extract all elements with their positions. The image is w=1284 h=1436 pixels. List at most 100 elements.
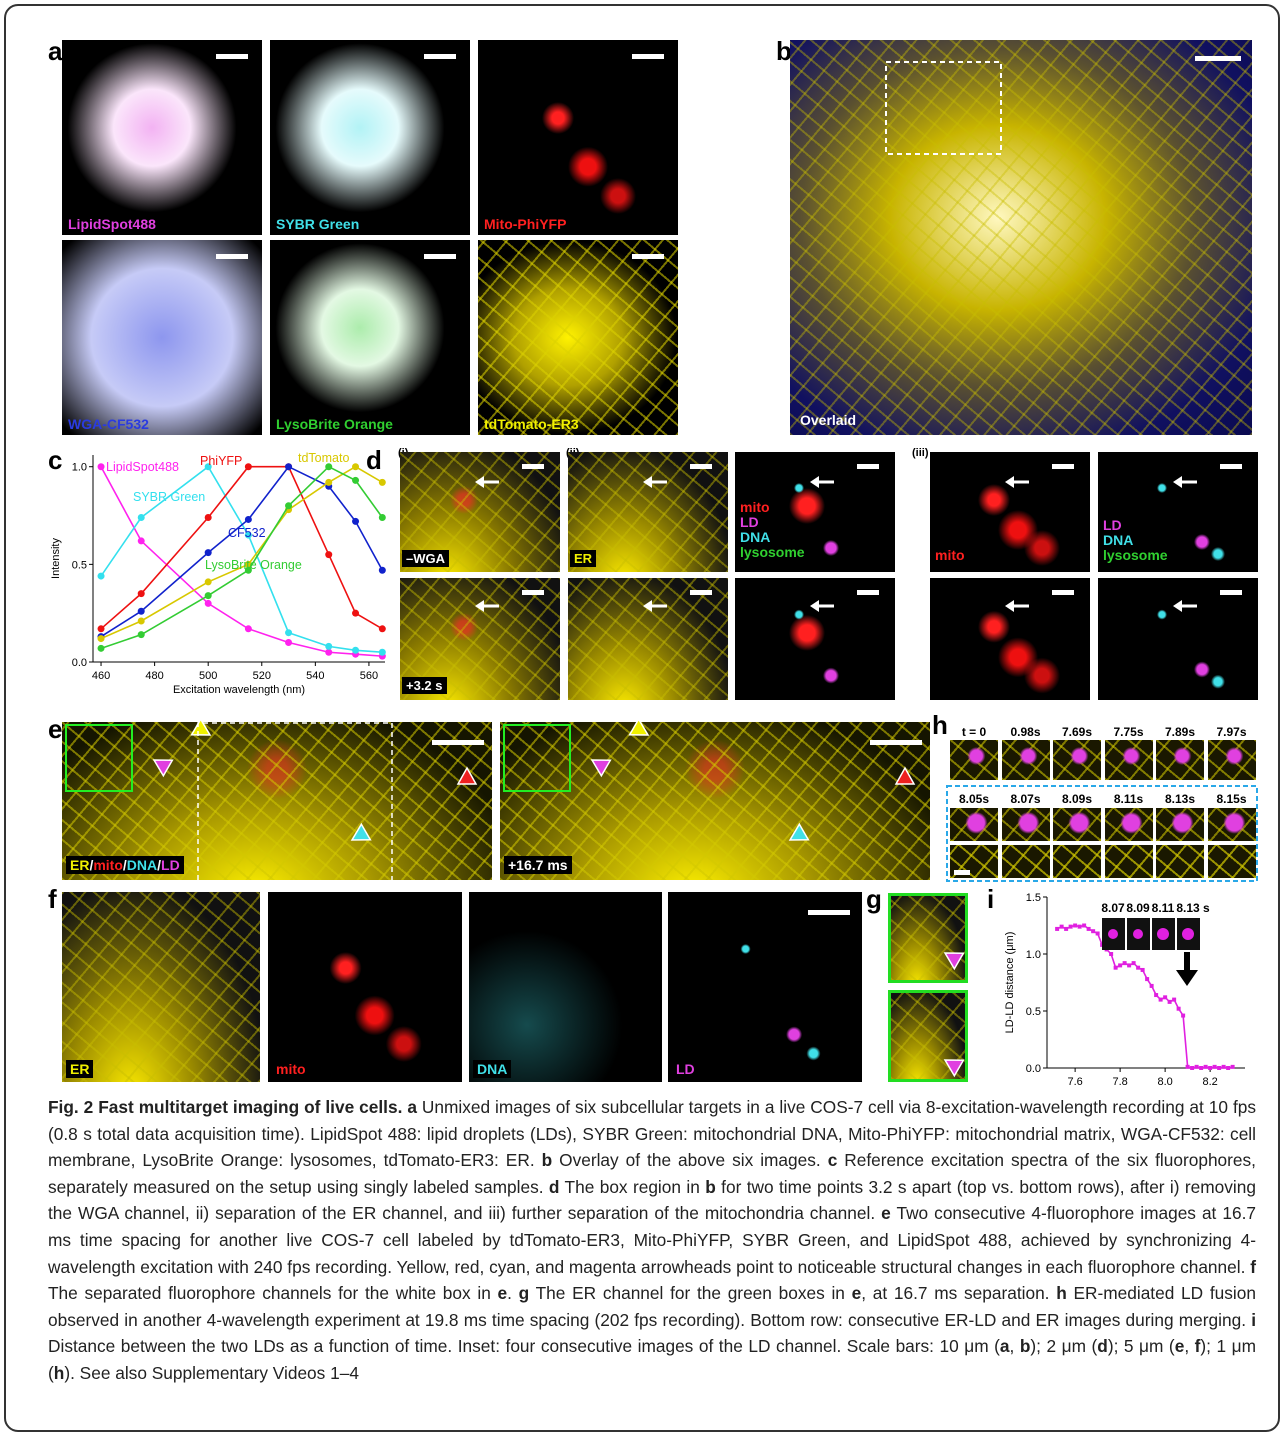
y-tick-label: 1.5 [1026,892,1041,904]
data-point [97,635,105,643]
image-label: Overlaid [800,412,857,428]
image-label: tdTomato-ER3 [484,416,579,432]
image-label: LD [1103,517,1122,533]
y-tick-label: 0.0 [1026,1063,1041,1075]
image-panel [1098,578,1258,700]
time-label: 8.05s [958,792,990,806]
scale-bar [424,54,456,59]
inset-image [1133,929,1143,939]
scale-bar [808,910,850,915]
caption-text: for two time points 3.2 s apart (top vs.… [48,1176,1256,1224]
caption-bold: b [705,1176,716,1197]
data-point [244,531,252,539]
panel-letter: g [866,884,882,914]
data-point [137,631,145,639]
caption-bold: d [1097,1336,1108,1357]
data-point [325,478,333,486]
data-point [1230,1064,1235,1069]
data-point [1221,1064,1226,1069]
arrowhead [894,766,916,785]
data-point [1212,1064,1217,1069]
data-point [204,513,212,521]
caption-text: , [1009,1336,1020,1357]
data-point [325,642,333,650]
caption-text: . [507,1283,519,1304]
data-point [1131,961,1136,966]
data-point [1077,924,1082,929]
image-panel [1156,845,1204,878]
panel-letter: c [48,445,63,475]
data-point [378,625,386,633]
data-point [352,609,360,617]
data-point [137,607,145,615]
image-panel [500,722,930,880]
image-panel [1001,845,1050,878]
caption-text: , [1184,1336,1195,1357]
image-panel [270,240,470,435]
data-point [1095,931,1100,936]
data-point [1190,1066,1195,1070]
y-axis-label: LD-LD distance (μm) [1004,932,1016,1034]
series-label: LysoBrite Orange [205,558,302,572]
caption-bold: e [1174,1336,1185,1357]
image-panel [1053,845,1101,878]
data-point [1208,1066,1213,1070]
caption-bold: c [827,1150,838,1171]
image-panel [1001,808,1050,841]
data-point [1167,999,1172,1004]
data-point [352,463,360,471]
box-region [885,61,1002,155]
time-label: 7.75s [1113,725,1144,739]
image-panel [1053,740,1101,780]
series-label: tdTomato [298,451,349,465]
data-point [97,572,105,580]
data-point [1113,965,1118,970]
data-point [1217,1066,1222,1070]
panel-letter: b [776,36,792,66]
data-point [1185,1064,1190,1069]
arrowhead [943,952,965,971]
panel-letter: f [48,884,57,914]
time-label: t = 0 [961,725,987,739]
image-label: SYBR Green [276,216,360,232]
panel-letter: e [48,714,63,744]
image-label: mito [935,547,965,563]
time-label: 0.98s [1010,725,1041,739]
data-point [244,463,252,471]
image-panel [62,40,262,235]
caption-text: ); 5 μm ( [1107,1336,1175,1357]
scale-bar [1052,590,1074,595]
data-point [1194,1064,1199,1069]
data-point [1064,926,1069,931]
legend-entry: DNA [126,857,158,873]
arrowhead [456,766,478,785]
data-point [352,517,360,525]
data-point [1109,952,1114,956]
scale-bar [522,464,544,469]
time-label: 7.89s [1164,725,1196,739]
time-label: 7.97s [1216,725,1247,739]
image-panel [1207,740,1256,780]
image-label: WGA-CF532 [68,416,149,432]
data-point [97,463,105,471]
image-panel [888,893,968,983]
x-tick-label: 500 [199,670,217,682]
data-point [97,644,105,652]
scale-bar [216,254,248,259]
time-label: 8.09s [1061,792,1093,806]
caption-bold: h [53,1362,65,1383]
caption-bold: e [851,1283,862,1304]
scale-bar [690,464,712,469]
panel-letter: h [932,710,948,740]
caption: Fig. 2 Fast multitarget imaging of live … [48,1094,1256,1387]
scale-bar [870,740,922,745]
x-tick-label: 7.8 [1112,1076,1127,1088]
caption-bold: f [1250,1256,1256,1277]
arrowhead [152,759,174,778]
inset-label: 8.13 s [1176,901,1210,915]
caption-text: Reference excitation spectra of the six … [48,1150,1256,1197]
data-point [1127,963,1132,968]
arrow [1005,600,1014,612]
image-label: lysosome [1103,547,1168,563]
green-box [503,724,571,792]
